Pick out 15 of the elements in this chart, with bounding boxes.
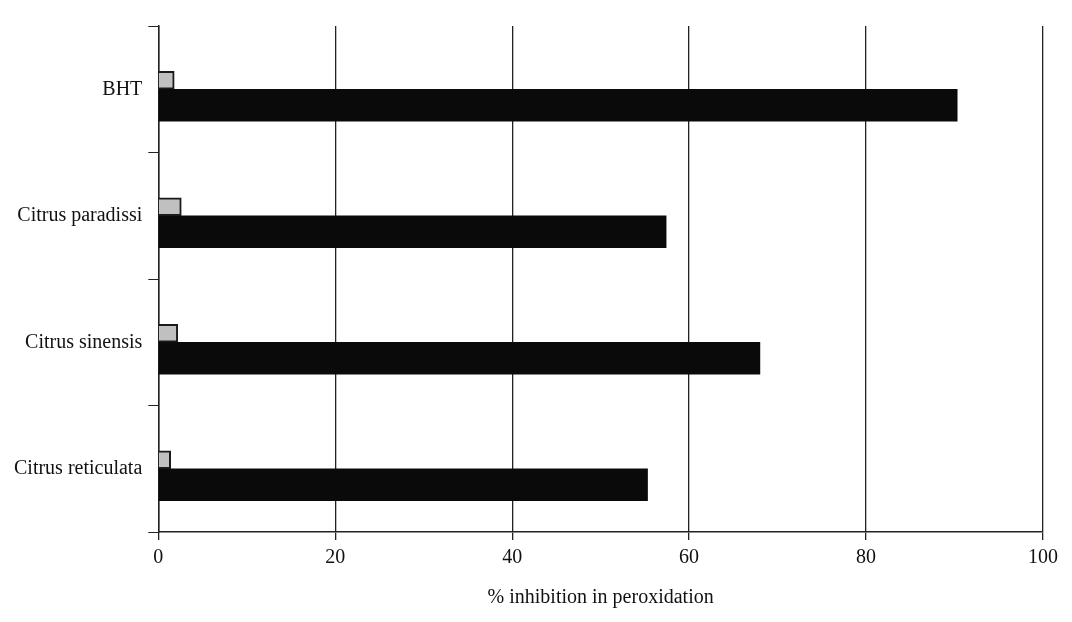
x-tick-label: 0 xyxy=(153,545,164,568)
x-tick-label: 80 xyxy=(856,545,877,568)
x-tick-label: 100 xyxy=(1028,545,1058,568)
y-tick-label: Citrus sinensis xyxy=(25,329,143,352)
bar xyxy=(158,215,667,249)
x-axis-title: % inhibition in peroxidation xyxy=(487,585,714,609)
x-tick-label: 40 xyxy=(502,545,523,568)
y-tick-label: Citrus reticulata xyxy=(13,456,143,478)
bar xyxy=(158,468,648,502)
y-tick-label: Citrus paradissi xyxy=(17,203,143,226)
x-tick-label: 20 xyxy=(325,545,346,568)
x-tick-label: 60 xyxy=(679,545,700,568)
bar xyxy=(158,88,958,122)
y-tick-label: BHT xyxy=(102,76,143,99)
bar xyxy=(158,341,761,375)
